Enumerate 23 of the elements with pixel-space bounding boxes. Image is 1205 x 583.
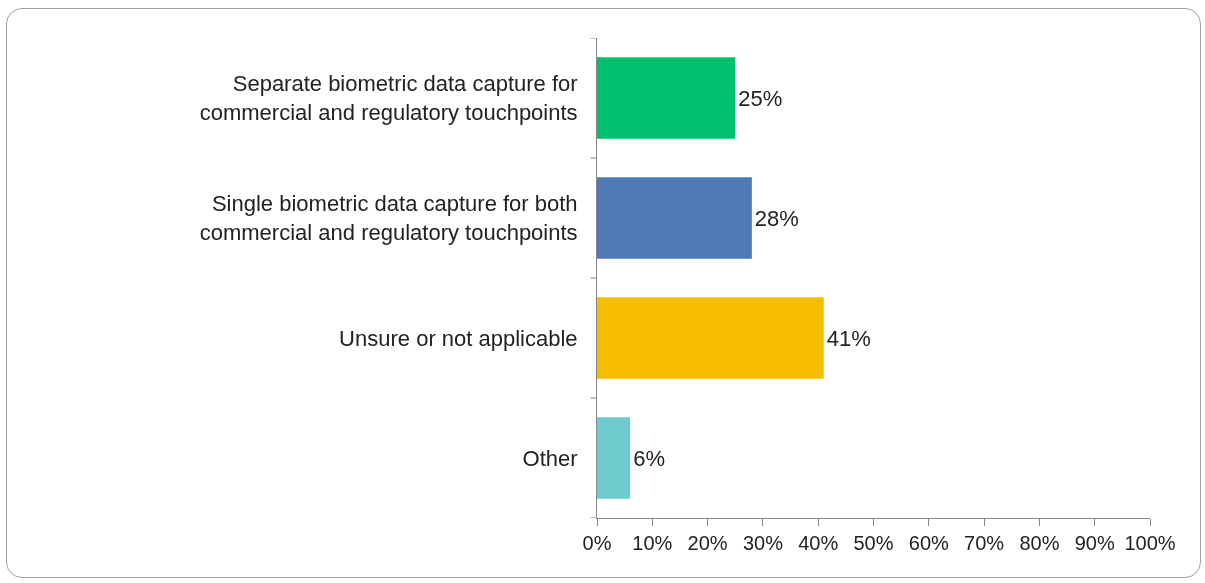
y-tick-label: Other [522,445,578,471]
bar [597,177,752,259]
data-label: 6% [633,445,665,471]
x-tick-label: 30% [742,532,784,554]
x-tick-label: 20% [687,532,728,554]
x-tick-label: 10% [632,532,673,554]
data-label: 25% [738,85,783,111]
x-tick-label: 80% [1019,532,1060,554]
y-tick-label: Single biometric data capture for both commercial and regulatory touchpoints [199,191,578,245]
x-tick-label: 60% [908,532,950,554]
x-tick-label: 40% [798,532,839,554]
x-tick-label: 70% [964,532,1005,554]
x-tick-label: 50% [853,532,894,554]
data-label: 28% [754,205,799,231]
y-tick-label: Unsure or not applicable [339,325,578,351]
x-tick-label: 90% [1074,532,1115,554]
bar [597,297,824,379]
y-tick-label: Separate biometric data capture for commercial and regulatory touchpoints [199,71,578,125]
bar [597,417,631,499]
bar [597,57,736,139]
x-tick-label: 100% [1124,532,1176,554]
x-tick-label: 0% [582,532,612,554]
data-label: 41% [826,325,871,351]
